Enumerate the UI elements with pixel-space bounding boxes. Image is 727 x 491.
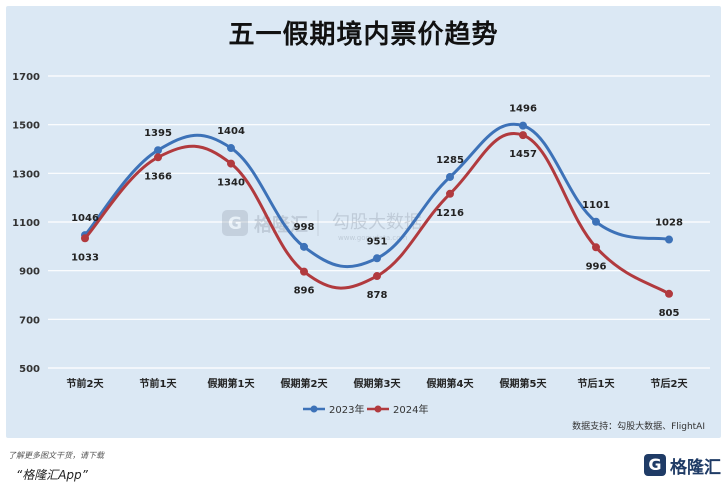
data-label: 1033 [71,252,99,263]
data-label: 878 [367,290,388,301]
data-label: 1395 [144,128,172,139]
watermark-logo-icon [222,210,248,236]
data-point [373,254,381,263]
y-tick-label: 1500 [12,121,40,132]
x-tick-label: 假期第5天 [500,377,548,390]
x-tick-label: 节后1天 [578,377,616,390]
y-tick-label: 500 [19,364,40,375]
y-tick-label: 1700 [12,72,40,83]
data-label: 1366 [144,171,172,182]
source-note: 数据支持：勾股大数据、FlightAI [572,422,705,432]
data-point [446,189,454,198]
footer-logo: G 格隆汇 [644,452,721,478]
y-axis: 500 700 900 1100 1300 1500 1700 [12,72,40,375]
x-tick-label: 假期第1天 [208,377,256,390]
data-label: 896 [294,286,315,297]
data-label: 1101 [582,200,610,211]
data-label: 805 [659,308,680,319]
data-label: 951 [367,236,388,247]
data-point [154,146,162,155]
chart-title: 五一假期境内票价趋势 [228,20,499,50]
legend-swatch-dot [374,405,382,413]
data-point [519,131,527,140]
data-point [81,234,89,243]
data-point [592,243,600,252]
x-tick-label: 假期第2天 [281,377,329,390]
footer-note: 了解更多图文干货，请下载 [8,451,104,460]
legend-label: 2024年 [393,403,428,416]
x-tick-label: 节前2天 [67,377,105,390]
data-point [519,121,527,130]
data-label: 1028 [655,218,683,229]
data-label: 996 [586,261,607,272]
data-point [227,144,235,153]
legend: 2023年 2024年 [303,403,428,416]
data-label: 998 [294,222,315,233]
footer-app-name: “格隆汇App” [16,468,88,482]
y-tick-label: 700 [19,315,40,326]
data-label: 1340 [217,178,245,189]
y-tick-label: 900 [19,267,40,278]
data-label: 1496 [509,104,537,115]
data-point [665,289,673,298]
data-point [373,272,381,281]
svg-text:G: G [228,214,242,234]
logo-icon: G [644,454,666,476]
data-label: 1404 [217,126,245,137]
watermark-url: www.gogudata.com [338,234,407,242]
x-tick-label: 假期第3天 [354,377,402,390]
data-point [227,159,235,168]
data-point [665,235,673,244]
y-tick-label: 1300 [12,169,40,180]
data-point [592,217,600,226]
data-point [300,242,308,251]
data-labels: 1046 1395 1404 998 951 1285 1496 1101 1028 1033 13… [71,104,683,319]
watermark-brand-2: 勾股大数据 [332,212,422,233]
watermark: G 格隆汇 勾股大数据 www.gogudata.com [222,210,422,242]
data-label: 1216 [436,208,464,219]
data-label: 1046 [71,213,99,224]
legend-swatch-dot [310,405,318,413]
x-axis: 节前2天 节前1天 假期第1天 假期第2天 假期第3天 假期第4天 假期第5天 节后1天 节后2… [67,377,689,390]
x-tick-label: 假期第4天 [427,377,475,390]
data-point [154,153,162,162]
series [81,121,673,298]
legend-label: 2023年 [329,403,364,416]
data-label: 1457 [509,149,537,160]
data-point [300,267,308,276]
logo-text: 格隆汇 [670,457,721,478]
data-point [446,172,454,181]
x-tick-label: 节后2天 [651,377,689,390]
y-tick-label: 1100 [12,218,40,229]
data-label: 1285 [436,155,464,166]
x-tick-label: 节前1天 [140,377,178,390]
